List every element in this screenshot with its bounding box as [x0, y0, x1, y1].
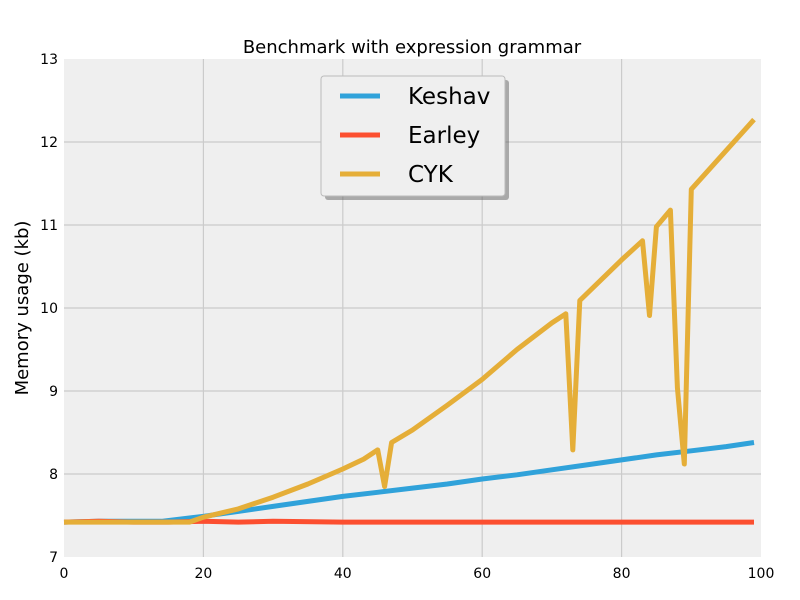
chart-title: Benchmark with expression grammar	[243, 37, 582, 58]
x-tick-label: 80	[613, 566, 631, 582]
series-lines	[63, 117, 756, 525]
y-axis-label: Memory usage (kb)	[12, 221, 33, 396]
x-tick-label: 20	[194, 566, 212, 582]
x-tick-label: 40	[334, 566, 352, 582]
y-tick-label: 10	[40, 301, 58, 317]
legend-label-keshav: Keshav	[408, 84, 490, 110]
legend: Keshav Earley CYK	[320, 75, 509, 200]
y-tick-label: 9	[49, 384, 58, 400]
x-tick-label: 0	[60, 566, 69, 582]
series-line-cyk	[64, 117, 756, 525]
x-tick-label: 60	[473, 566, 491, 582]
y-tick-label: 13	[40, 52, 58, 68]
x-tick-label: 100	[748, 566, 775, 582]
y-tick-label: 7	[49, 550, 58, 566]
y-tick-label: 8	[49, 467, 58, 483]
y-axis-ticks: 7 8 9 10 11 12 13	[40, 52, 58, 566]
y-tick-label: 11	[40, 218, 58, 234]
legend-box	[320, 75, 506, 197]
x-axis-ticks: 0 20 40 60 80 100	[60, 566, 775, 582]
legend-label-cyk: CYK	[408, 162, 454, 188]
y-tick-label: 12	[40, 135, 58, 151]
legend-label-earley: Earley	[408, 123, 480, 149]
